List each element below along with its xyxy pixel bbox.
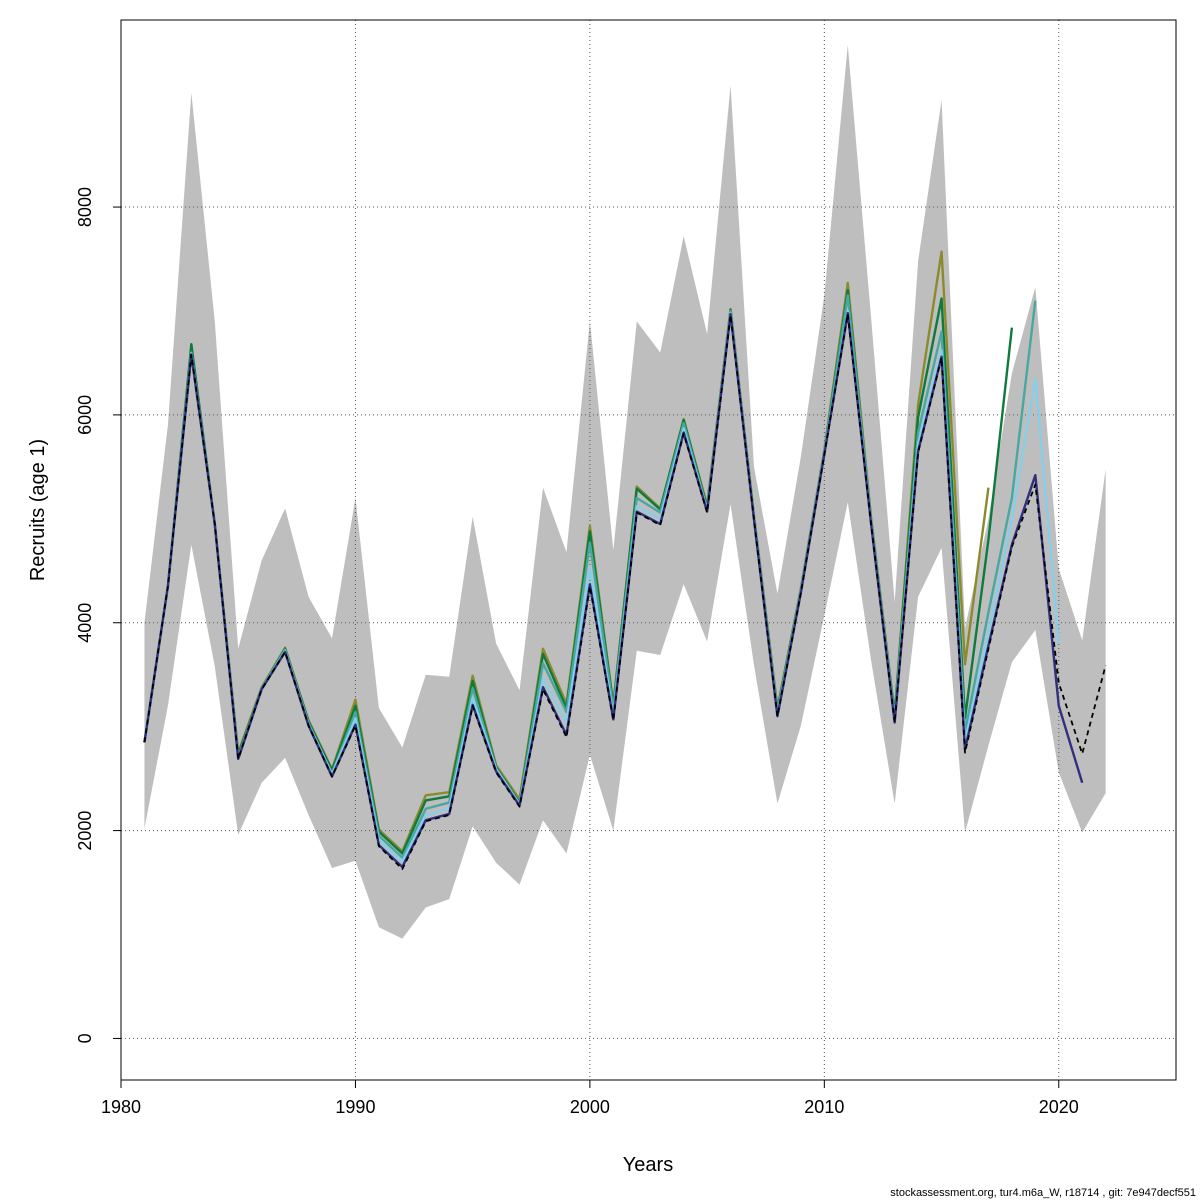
y-tick-label: 6000: [75, 395, 95, 435]
y-axis-title: Recruits (age 1): [27, 439, 49, 581]
y-tick-label: 4000: [75, 603, 95, 643]
x-axis: 1980 1990 2000 2010 2020: [101, 1079, 1079, 1117]
y-tick-label: 2000: [75, 811, 95, 851]
ci-band-polygon: [144, 44, 1106, 939]
series-line-6: [143, 313, 1107, 870]
y-tick-label: 8000: [75, 187, 95, 227]
y-tick-label: 0: [75, 1033, 95, 1043]
confidence-band: [144, 44, 1106, 939]
x-tick-label: 2020: [1039, 1097, 1079, 1117]
x-tick-label: 2010: [804, 1097, 844, 1117]
y-axis: 0 2000 4000 6000 8000: [75, 187, 122, 1043]
x-tick-label: 1990: [335, 1097, 375, 1117]
footer-note: stockassessment.org, tur4.m6a_W, r18714 …: [890, 1187, 1196, 1199]
x-tick-label: 2000: [570, 1097, 610, 1117]
x-tick-label: 1980: [101, 1097, 141, 1117]
x-axis-title: Years: [623, 1154, 673, 1176]
series-lines: [143, 250, 1107, 870]
